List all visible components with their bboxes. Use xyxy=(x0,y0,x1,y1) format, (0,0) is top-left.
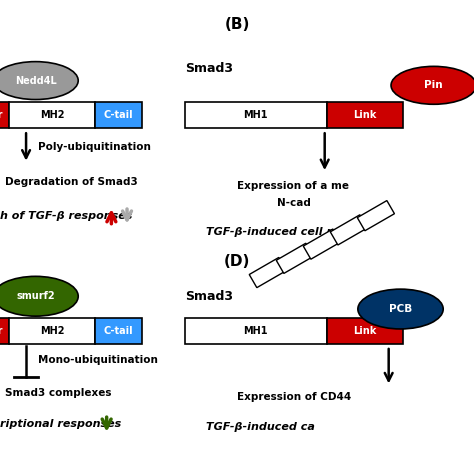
Text: C-tail: C-tail xyxy=(104,110,134,120)
Text: MH1: MH1 xyxy=(244,326,268,336)
Bar xyxy=(9,318,95,344)
Ellipse shape xyxy=(391,66,474,104)
Bar xyxy=(185,318,327,344)
Text: PCB: PCB xyxy=(389,304,412,314)
Text: MH2: MH2 xyxy=(40,326,64,336)
Polygon shape xyxy=(357,201,394,231)
Text: Smad3: Smad3 xyxy=(185,290,233,303)
Polygon shape xyxy=(276,243,313,273)
Text: Poly-ubiquitination: Poly-ubiquitination xyxy=(38,142,151,152)
Text: Link: Link xyxy=(353,326,376,336)
Polygon shape xyxy=(249,257,286,288)
Text: smurf2: smurf2 xyxy=(16,291,55,301)
Text: Smad3 complexes: Smad3 complexes xyxy=(5,388,111,399)
Bar xyxy=(327,318,403,344)
Text: N-cad: N-cad xyxy=(277,198,311,208)
Text: TGF-β-induced cell m: TGF-β-induced cell m xyxy=(206,227,338,237)
Bar xyxy=(185,102,327,128)
Bar xyxy=(327,102,403,128)
Text: Degradation of Smad3: Degradation of Smad3 xyxy=(5,177,137,188)
Text: Pin: Pin xyxy=(424,80,443,91)
Text: MH2: MH2 xyxy=(40,110,64,120)
Bar xyxy=(9,102,95,128)
Ellipse shape xyxy=(0,276,78,316)
Ellipse shape xyxy=(358,289,443,329)
Text: TGF-β-induced ca: TGF-β-induced ca xyxy=(206,421,315,432)
Bar xyxy=(95,318,142,344)
Text: (B): (B) xyxy=(224,17,250,32)
Polygon shape xyxy=(330,215,367,245)
Text: riptional responses: riptional responses xyxy=(0,419,121,429)
Text: C-tail: C-tail xyxy=(104,326,134,336)
Bar xyxy=(0,102,9,128)
Text: (D): (D) xyxy=(224,254,250,269)
Text: Expression of CD44: Expression of CD44 xyxy=(237,392,351,402)
Text: h of TGF-β responses: h of TGF-β responses xyxy=(0,210,132,221)
Text: Expression of a me: Expression of a me xyxy=(237,181,349,191)
Text: Mono-ubiquitination: Mono-ubiquitination xyxy=(38,355,158,365)
Bar xyxy=(0,318,9,344)
Text: Smad3: Smad3 xyxy=(185,62,233,75)
Text: Link: Link xyxy=(353,110,376,120)
Text: MH1: MH1 xyxy=(244,110,268,120)
Polygon shape xyxy=(303,229,340,259)
Text: er: er xyxy=(0,326,3,336)
Text: Nedd4L: Nedd4L xyxy=(15,75,56,86)
Ellipse shape xyxy=(0,62,78,100)
Text: er: er xyxy=(0,110,3,120)
Bar xyxy=(95,102,142,128)
